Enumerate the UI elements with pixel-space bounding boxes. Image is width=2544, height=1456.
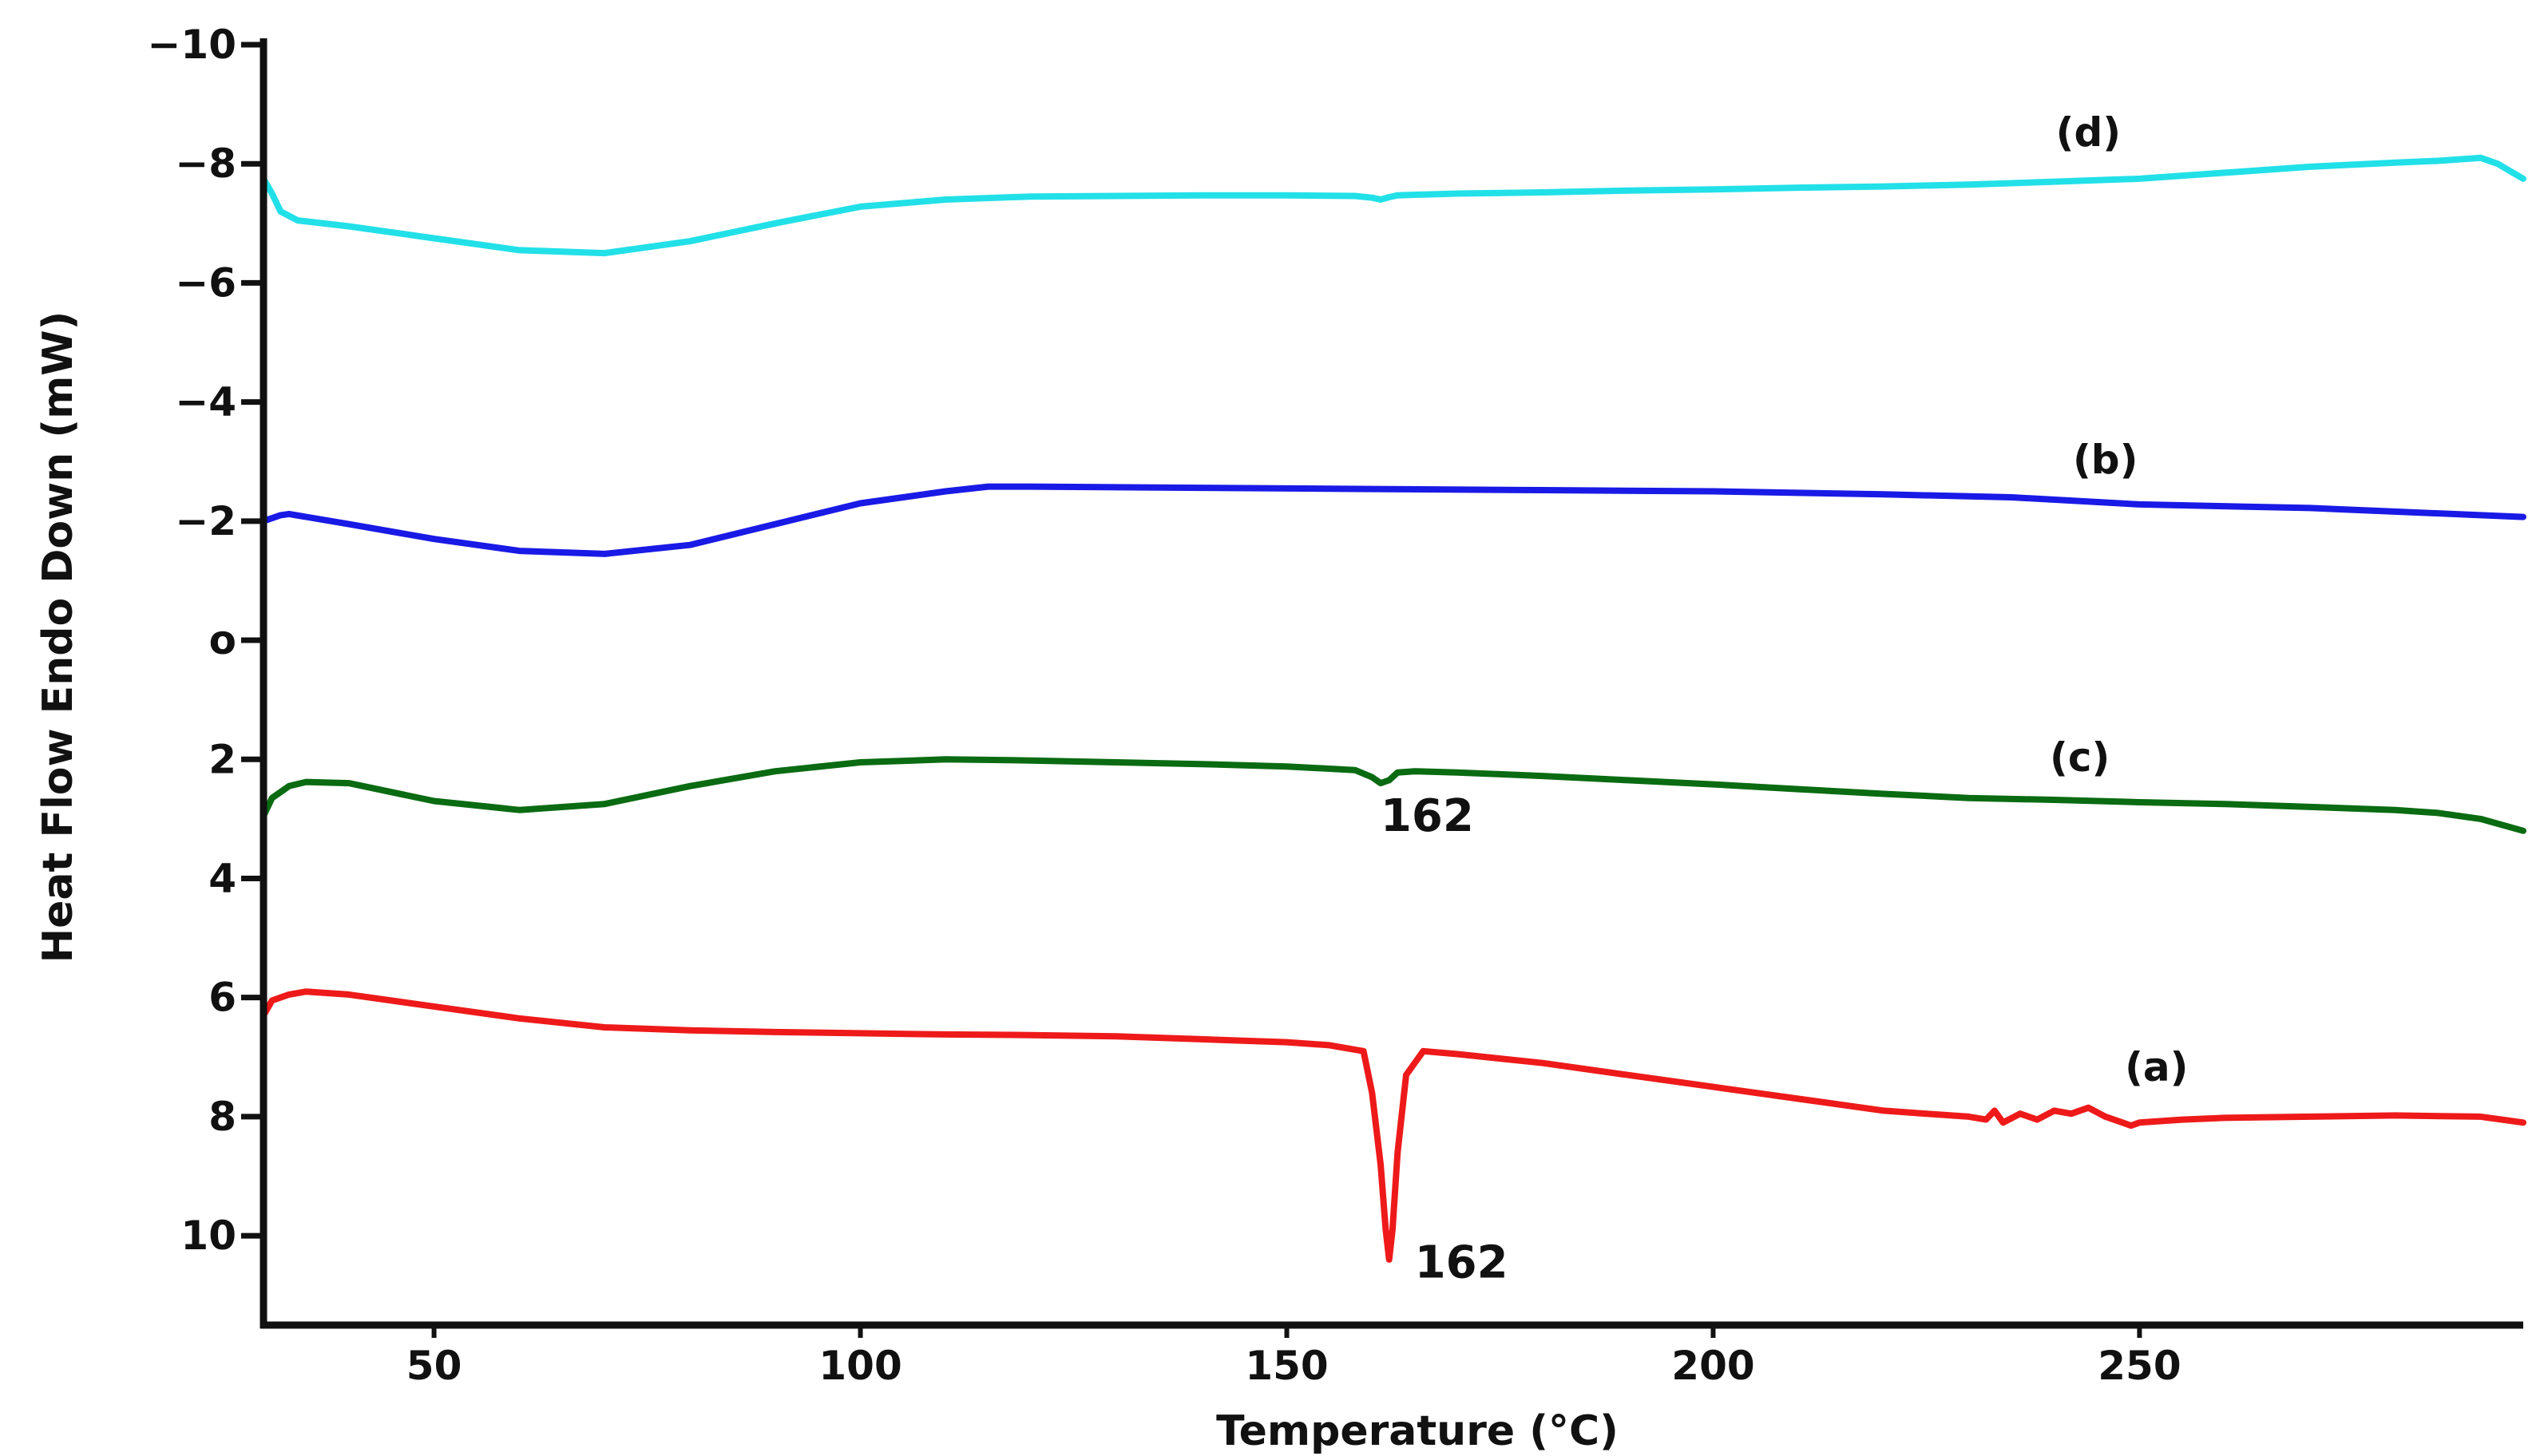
series-line-3 (260, 756, 2526, 834)
axes: −10 −8 −6 −4 −2 o 2 4 6 8 10 50 100 150 200 250 (148, 22, 2523, 1389)
series-label: (b) (2073, 437, 2138, 483)
x-tick-label: 100 (818, 1343, 901, 1389)
y-tick-label: 2 (208, 736, 236, 782)
x-ticks: 50 100 150 200 250 (406, 1325, 2181, 1389)
y-tick-label: 6 (208, 975, 236, 1021)
y-tick-label: −10 (148, 22, 236, 68)
series-label: (a) (2125, 1044, 2188, 1090)
series-line-2 (260, 483, 2526, 557)
y-tick-label: 8 (208, 1094, 236, 1140)
series-group (260, 154, 2526, 1263)
peak-annotation: 162 (1415, 1236, 1508, 1288)
series-label-group: (d) (b) (c) (a) (2050, 109, 2189, 1090)
x-tick-label: 150 (1245, 1343, 1328, 1389)
series-label: (d) (2056, 109, 2122, 156)
x-tick-label: 250 (2098, 1343, 2181, 1389)
y-tick-label: −4 (175, 379, 236, 425)
series-label: (c) (2050, 734, 2110, 781)
y-tick-label: 4 (208, 855, 236, 901)
series-line-4 (260, 988, 2526, 1263)
y-ticks: −10 −8 −6 −4 −2 o 2 4 6 8 10 (148, 22, 264, 1259)
annotation-group: 162 162 (1381, 790, 1508, 1289)
plot-area: 162 162 (d) (b) (c) (a) (260, 109, 2526, 1289)
x-tick-label: 50 (406, 1343, 462, 1389)
y-tick-label: o (209, 617, 236, 663)
y-tick-label: −6 (175, 259, 236, 306)
series-line-1 (260, 154, 2526, 257)
x-tick-label: 200 (1671, 1343, 1754, 1389)
y-tick-label: −2 (175, 498, 236, 544)
y-tick-label: 10 (180, 1213, 236, 1259)
x-axis-title: Temperature (°C) (1216, 1407, 1619, 1455)
peak-annotation: 162 (1381, 790, 1474, 842)
y-axis-title: Heat Flow Endo Down (mW) (34, 311, 82, 963)
y-tick-label: −8 (175, 140, 236, 187)
